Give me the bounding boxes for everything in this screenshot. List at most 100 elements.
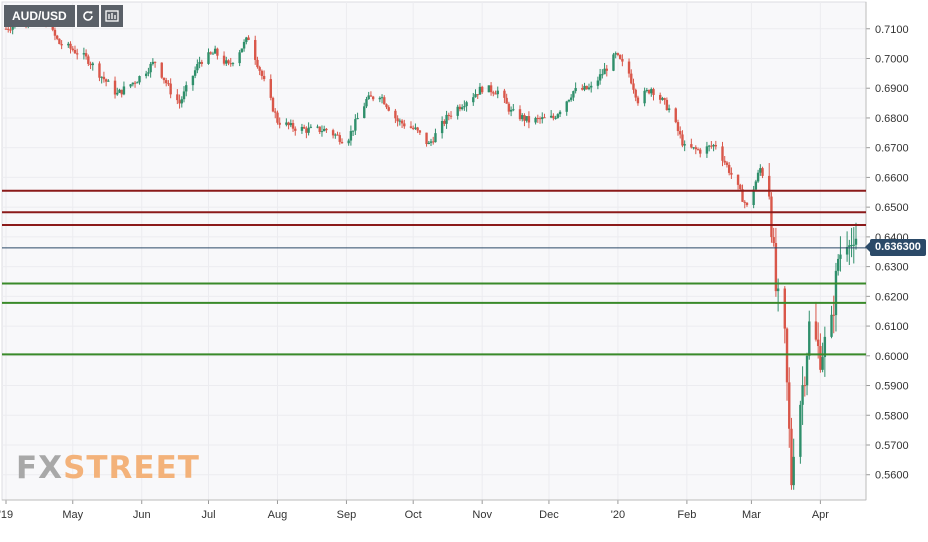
candle-body: [207, 52, 210, 64]
candle-body: [845, 246, 849, 255]
candle-body: [480, 86, 484, 93]
candle-body: [714, 145, 718, 147]
candle-body: [478, 86, 482, 95]
candle-body: [460, 107, 464, 110]
x-tick-label: May: [62, 509, 83, 521]
fxstreet-logo: FXSTREET: [16, 450, 200, 486]
candle-body: [505, 97, 508, 104]
candle-body: [756, 172, 760, 182]
candle-body: [799, 404, 802, 457]
candle-body: [347, 140, 350, 144]
refresh-button[interactable]: [76, 5, 99, 27]
candle-body: [198, 61, 201, 65]
x-tick-label: Sep: [337, 509, 357, 521]
candle-body: [151, 61, 155, 64]
candle-body: [302, 126, 306, 129]
candle-body: [494, 93, 497, 95]
candle-body: [180, 99, 183, 104]
candle-body: [144, 73, 148, 77]
candle-body: [759, 168, 762, 173]
candle-body: [832, 314, 835, 316]
y-tick-label: 0.6100: [875, 321, 909, 333]
indicator-icon: [105, 10, 119, 22]
candle-body: [565, 101, 568, 112]
candle-body: [371, 96, 375, 100]
candle-body: [260, 70, 264, 76]
candle-body: [474, 94, 477, 98]
candle-body: [336, 134, 339, 136]
candle-body: [104, 79, 108, 82]
candle-body: [852, 244, 855, 246]
y-tick-label: 0.6200: [875, 291, 909, 303]
candle-body: [823, 336, 827, 358]
candle-body: [305, 128, 308, 133]
candle-body: [574, 87, 577, 92]
x-tick-label: Oct: [405, 509, 422, 521]
candle-body: [138, 76, 141, 83]
candle-body: [276, 112, 279, 123]
candle-body: [403, 123, 406, 127]
candle-body: [538, 118, 542, 120]
y-tick-label: 0.6600: [875, 172, 909, 184]
candle-body: [523, 115, 526, 121]
candle-body: [213, 48, 217, 54]
candle-body: [147, 72, 150, 74]
candle-body: [256, 59, 259, 68]
candle-body: [681, 134, 684, 146]
candle-body: [839, 254, 842, 259]
candle-body: [176, 94, 179, 101]
candle-body: [854, 238, 858, 245]
candle-body: [278, 122, 281, 125]
candle-body: [98, 63, 101, 78]
candle-body: [665, 99, 669, 111]
candle-body: [196, 64, 199, 71]
candle-body: [300, 126, 304, 131]
candle-body: [710, 145, 713, 147]
y-tick-label: 0.5900: [875, 381, 909, 393]
candle-body: [736, 174, 740, 185]
candle-body: [58, 38, 61, 45]
x-tick-label: Jun: [133, 509, 151, 521]
candle-body: [365, 99, 368, 107]
symbol-label[interactable]: AUD/USD: [4, 5, 75, 27]
candle-body: [227, 60, 230, 64]
candle-body: [634, 89, 637, 98]
candle-body: [543, 117, 546, 119]
candle-body: [541, 117, 544, 120]
candle-body: [792, 456, 795, 486]
y-tick-label: 0.6000: [875, 351, 909, 363]
candle-body: [322, 128, 326, 132]
candle-body: [663, 98, 666, 100]
candle-body: [699, 149, 702, 154]
candle-body: [4, 28, 8, 30]
candle-body: [231, 63, 235, 65]
candle-body: [850, 244, 853, 246]
candle-body: [185, 85, 188, 92]
candle-body: [772, 237, 775, 244]
candle-body: [694, 147, 697, 150]
candle-body: [225, 60, 228, 64]
candle-body: [349, 131, 353, 141]
candle-body: [291, 123, 295, 129]
candle-body: [465, 102, 468, 107]
candle-body: [830, 314, 833, 337]
x-tick-label: Dec: [539, 509, 559, 521]
candle-body: [652, 89, 655, 95]
plot-area: [1, 1, 867, 501]
candle-body: [507, 103, 511, 112]
candle-body: [238, 52, 241, 64]
candle-body: [445, 114, 448, 124]
candle-body: [572, 91, 575, 98]
candle-body: [245, 37, 248, 42]
candle-body: [334, 134, 337, 136]
candle-body: [707, 145, 711, 147]
candle-body: [723, 160, 726, 163]
candle-body: [325, 128, 328, 131]
current-price-label: 0.636300: [865, 239, 926, 257]
y-tick-label: 0.5800: [875, 410, 909, 422]
candle-body: [369, 95, 373, 97]
indicators-button[interactable]: [100, 5, 123, 27]
candle-body: [318, 126, 321, 132]
candle-body: [363, 106, 366, 119]
